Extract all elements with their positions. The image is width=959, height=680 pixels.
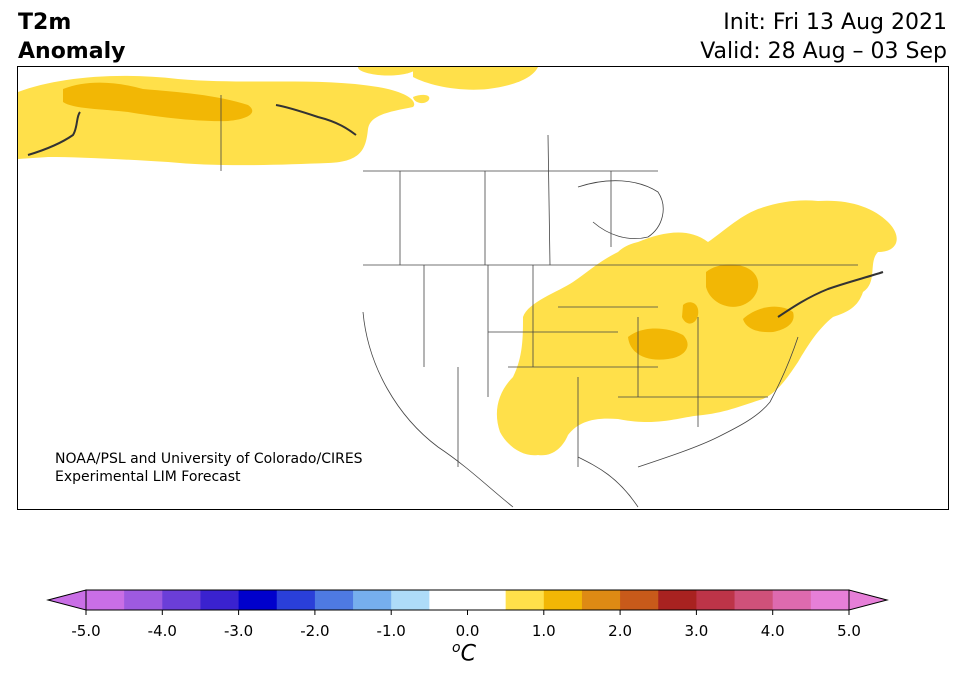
- colorbar-tick-label: -5.0: [71, 622, 101, 640]
- colorbar-cell: [353, 590, 392, 610]
- units-degree: o: [452, 640, 461, 656]
- mackenzie-river: [275, 104, 357, 136]
- anomaly-michigan-core: [682, 302, 699, 324]
- colorbar-cell: [162, 590, 201, 610]
- colorbar-cell: [467, 590, 507, 610]
- colorbar-tick-label: 3.0: [684, 622, 709, 640]
- forecast-dates: Init: Fri 13 Aug 2021 Valid: 28 Aug – 03…: [700, 8, 947, 66]
- colorbar-tick-label: -1.0: [376, 622, 406, 640]
- forecast-map: [17, 66, 949, 510]
- valid-date: Valid: 28 Aug – 03 Sep: [700, 39, 947, 64]
- colorbar-cell: [238, 590, 278, 610]
- colorbar: [46, 589, 889, 615]
- colorbar-cell: [505, 590, 545, 610]
- colorbar-cell: [772, 590, 812, 610]
- colorbar-tick-label: -2.0: [300, 622, 330, 640]
- rivers: [27, 104, 884, 318]
- title-line-1: T2m: [18, 10, 72, 35]
- colorbar-tick-label: 4.0: [760, 622, 785, 640]
- colorbar-tick-label: 5.0: [837, 622, 861, 640]
- colorbar-cell: [620, 590, 659, 610]
- colorbar-cells: [86, 590, 850, 610]
- colorbar-tick-label: -3.0: [223, 622, 254, 640]
- credit-line-1: NOAA/PSL and University of Colorado/CIRE…: [55, 451, 363, 467]
- colorbar-extend-high: [848, 589, 889, 611]
- credit-line-2: Experimental LIM Forecast: [55, 469, 241, 485]
- colorbar-tick-label: -4.0: [147, 622, 177, 640]
- anomaly-arctic-island-1: [358, 67, 418, 76]
- anomaly-ontario-core: [706, 264, 759, 307]
- map-title: T2m Anomaly: [18, 8, 125, 66]
- colorbar-cell: [696, 590, 736, 610]
- colorbar-cell: [810, 590, 850, 610]
- anomaly-dark-yellow: [63, 82, 794, 360]
- colorbar-cell: [124, 590, 163, 610]
- colorbar-cell: [734, 590, 774, 610]
- units-celsius: C: [460, 641, 476, 667]
- anomaly-arctic-island-2: [413, 67, 538, 90]
- anomaly-midwest-core: [628, 328, 688, 360]
- colorbar-cell: [391, 590, 430, 610]
- colorbar-cell: [581, 590, 621, 610]
- colorbar-cell: [429, 590, 468, 610]
- colorbar-cell: [86, 590, 125, 610]
- anomaly-ne-core: [743, 306, 794, 333]
- yukon-river: [27, 111, 81, 156]
- init-date: Init: Fri 13 Aug 2021: [723, 10, 947, 35]
- colorbar-tick-label: 2.0: [608, 622, 633, 640]
- colorbar-cell: [658, 590, 697, 610]
- credit-text: NOAA/PSL and University of Colorado/CIRE…: [55, 450, 363, 486]
- title-line-2: Anomaly: [18, 39, 126, 64]
- anomaly-alaska-core: [63, 82, 253, 122]
- canada-divisions: [363, 134, 658, 266]
- anomaly-arctic-island-3: [413, 94, 430, 104]
- st-lawrence-river: [777, 271, 884, 318]
- colorbar-cell: [200, 590, 240, 610]
- colorbar-extend-low: [46, 589, 87, 611]
- colorbar-ticks: [85, 610, 850, 615]
- hudson-bay-coast: [577, 180, 664, 239]
- anomaly-eastern-na: [496, 200, 897, 456]
- colorbar-tick-label: 0.0: [455, 622, 480, 640]
- colorbar-cell: [276, 590, 316, 610]
- us-state-lines: [423, 265, 768, 467]
- colorbar-cell: [314, 590, 354, 610]
- colorbar-tick-label: 1.0: [531, 622, 556, 640]
- colorbar-units: oC: [452, 640, 476, 666]
- colorbar-cell: [543, 590, 583, 610]
- east-coast: [637, 336, 799, 468]
- boundaries: [220, 95, 858, 508]
- mexico-coast: [362, 311, 639, 508]
- map-canvas: [18, 67, 897, 508]
